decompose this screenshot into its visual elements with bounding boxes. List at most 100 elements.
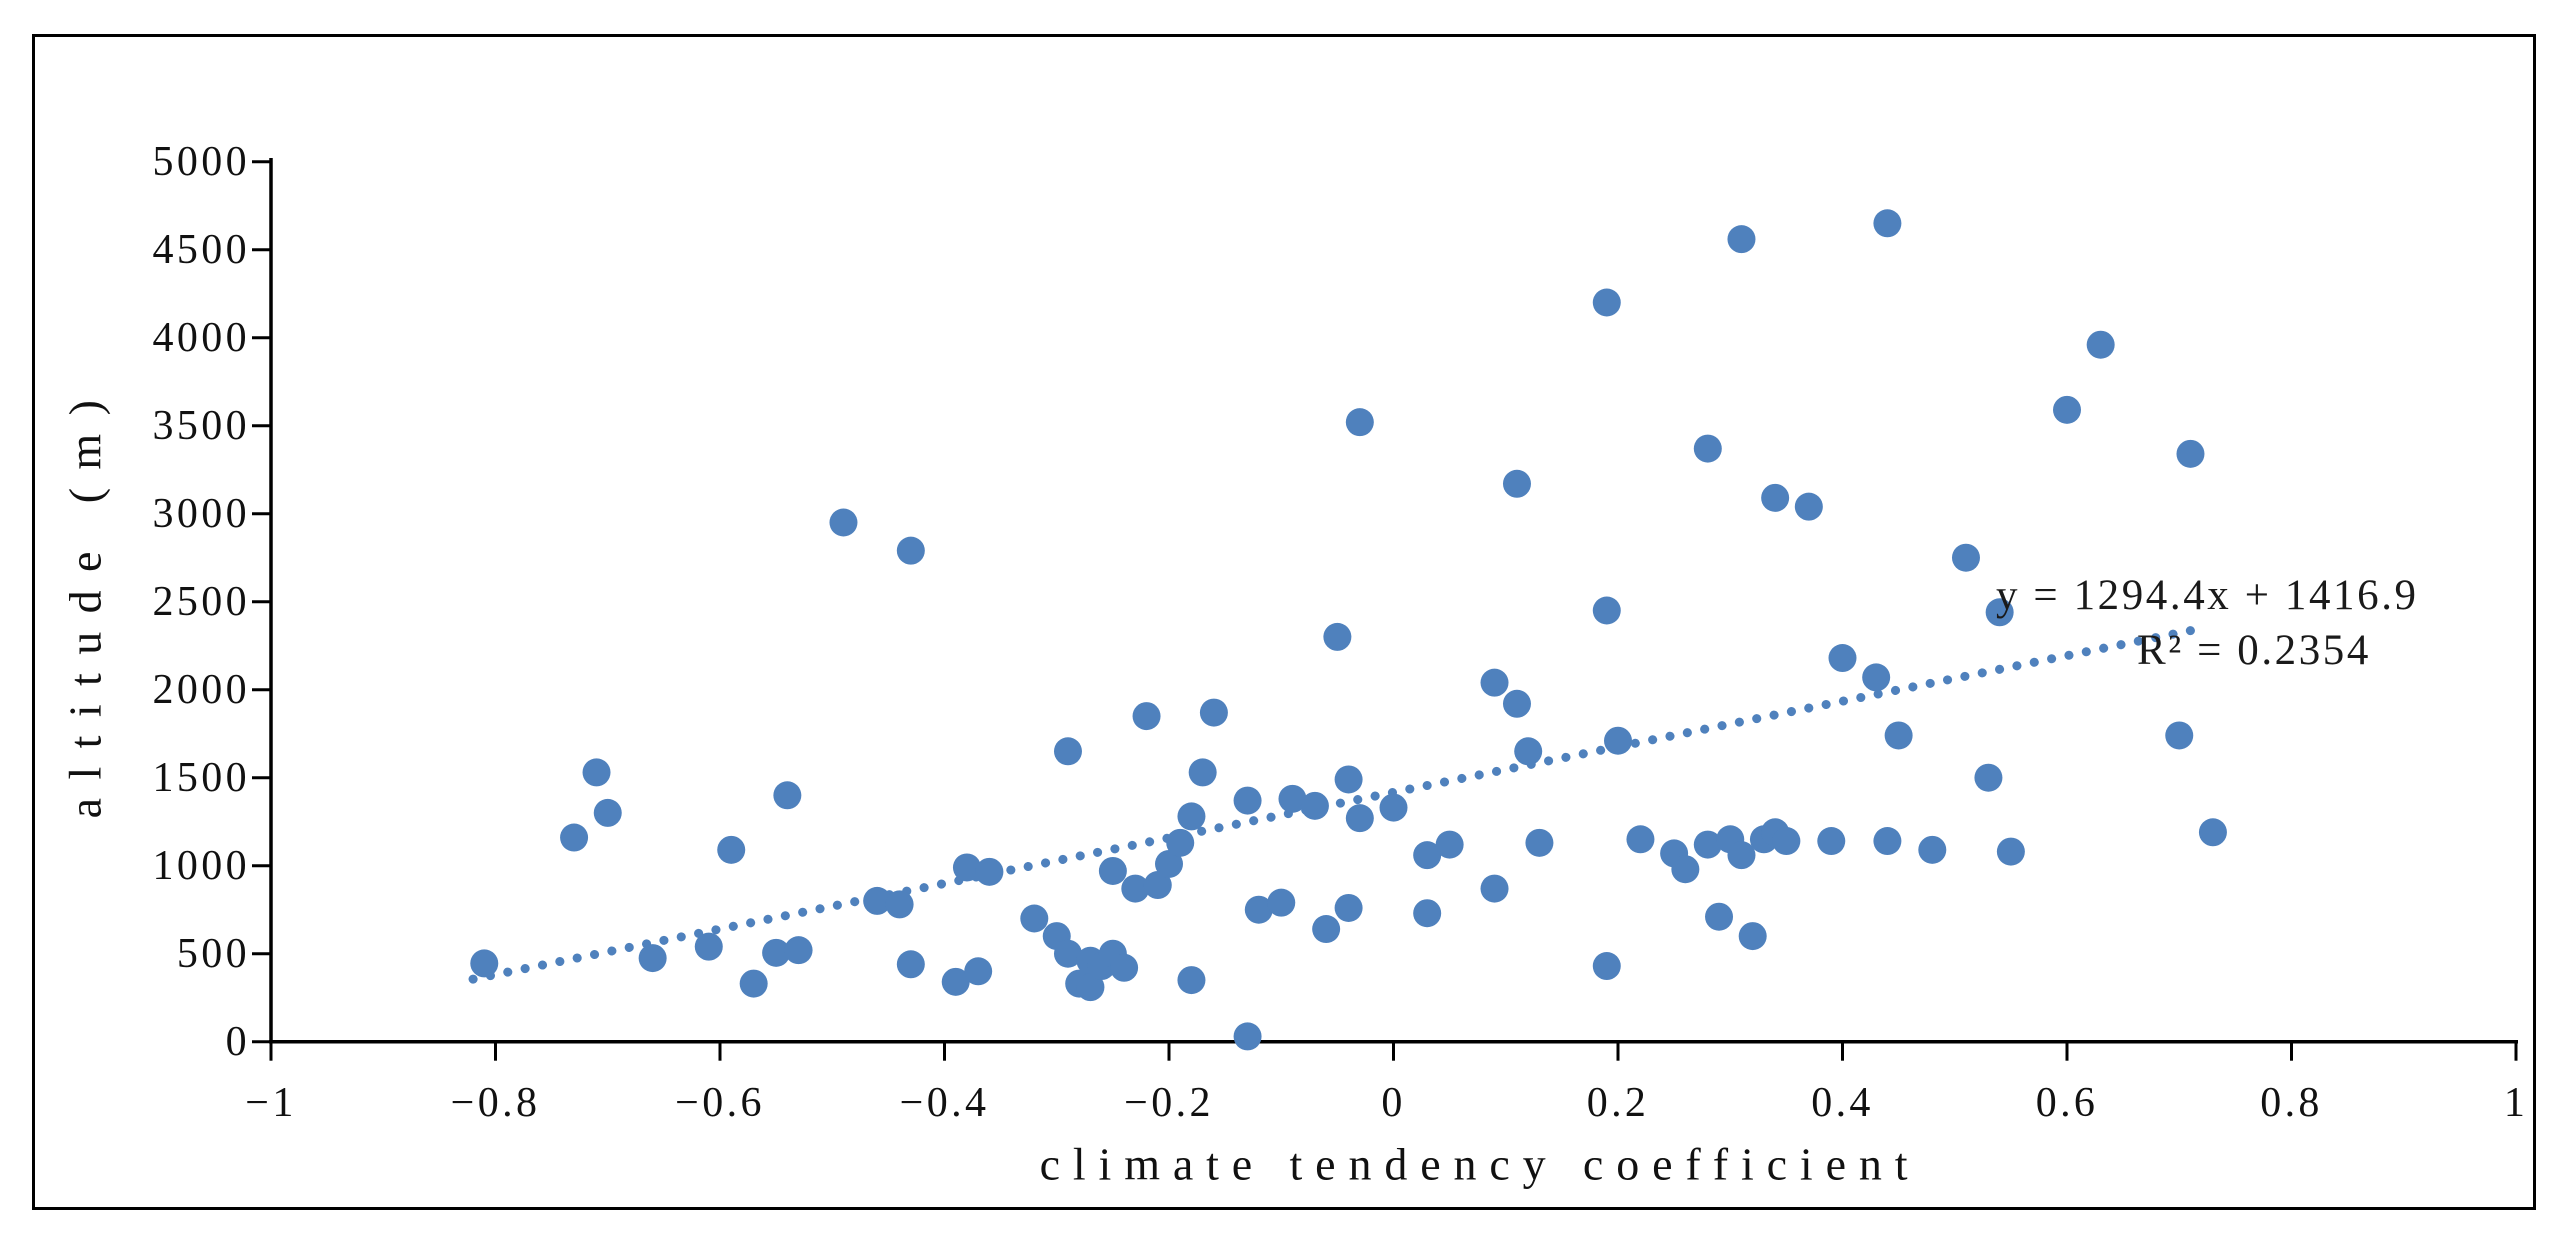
data-point xyxy=(773,781,802,810)
data-point xyxy=(1817,827,1846,856)
data-point xyxy=(1727,841,1756,870)
data-point xyxy=(1592,288,1621,317)
x-tick-label: −0.8 xyxy=(450,1080,541,1126)
data-point xyxy=(1693,434,1722,463)
data-point xyxy=(2165,721,2194,750)
data-point xyxy=(1671,855,1700,884)
data-point xyxy=(1188,758,1217,787)
y-tick-label: 2500 xyxy=(152,578,250,625)
y-tick-label: 1500 xyxy=(152,754,250,801)
x-tick-label: 0.2 xyxy=(1586,1080,1650,1126)
x-axis-title: climate tendency coefficient xyxy=(1039,1138,1921,1190)
x-tick-label: 1 xyxy=(2503,1080,2529,1126)
data-point xyxy=(863,886,892,915)
data-point xyxy=(1985,598,2014,627)
y-tick-label: 5000 xyxy=(152,138,250,185)
data-point xyxy=(1974,763,2003,792)
data-point xyxy=(1884,721,1913,750)
data-point xyxy=(1514,737,1543,766)
data-point xyxy=(1323,622,1352,651)
y-tick-label: 3000 xyxy=(152,490,250,537)
y-tick-label: 2000 xyxy=(152,666,250,713)
data-point xyxy=(1873,209,1902,238)
y-tick-label: 3500 xyxy=(152,402,250,449)
y-tick-label: 4500 xyxy=(152,226,250,273)
data-point xyxy=(885,890,914,919)
x-tick-label: −0.2 xyxy=(1124,1080,1214,1126)
data-point xyxy=(1480,874,1509,903)
data-point xyxy=(1233,786,1262,815)
data-point xyxy=(1177,802,1206,831)
data-point xyxy=(1951,543,1980,572)
trendline-equation: y = 1294.4x + 1416.9 xyxy=(1996,572,2419,619)
data-point xyxy=(1334,893,1363,922)
data-point xyxy=(1143,871,1172,900)
data-point xyxy=(1772,827,1801,856)
data-point xyxy=(1435,830,1464,859)
data-point xyxy=(1334,765,1363,794)
x-tick-label: −0.4 xyxy=(899,1080,990,1126)
data-point xyxy=(1345,804,1374,833)
data-point xyxy=(1828,644,1857,673)
data-point xyxy=(1873,827,1902,856)
data-point xyxy=(1738,922,1767,951)
data-point xyxy=(638,944,667,973)
data-point xyxy=(1155,849,1183,878)
data-point xyxy=(1413,841,1442,870)
data-point xyxy=(1592,952,1621,981)
data-point xyxy=(1502,689,1531,718)
data-point xyxy=(593,798,622,827)
data-point xyxy=(1705,902,1734,931)
data-point xyxy=(2198,818,2227,847)
data-point xyxy=(560,823,589,852)
trendline-annotation: y = 1294.4x + 1416.9 R² = 0.2354 xyxy=(1996,568,2512,678)
data-point xyxy=(694,932,723,961)
data-point xyxy=(1413,899,1442,928)
data-point xyxy=(975,857,1004,886)
data-point xyxy=(1918,835,1947,864)
data-point xyxy=(1020,904,1049,933)
data-point xyxy=(1132,702,1161,731)
data-point xyxy=(739,969,768,998)
x-tick-label: −0.6 xyxy=(675,1080,765,1126)
data-point xyxy=(1166,828,1195,857)
data-point xyxy=(964,957,993,986)
x-tick-label: −1 xyxy=(245,1080,297,1126)
data-point xyxy=(896,536,925,565)
data-point xyxy=(1098,856,1127,885)
data-point xyxy=(1345,408,1374,437)
x-tick-label: 0 xyxy=(1381,1080,1406,1126)
data-point xyxy=(1727,225,1756,254)
r-squared-value: R² = 0.2354 xyxy=(2137,627,2371,675)
data-point xyxy=(1233,1022,1262,1051)
data-point xyxy=(1604,726,1632,755)
data-point xyxy=(1053,939,1082,968)
data-point xyxy=(1076,973,1105,1002)
data-point xyxy=(1480,668,1509,697)
data-point xyxy=(1693,830,1722,859)
data-point xyxy=(1121,874,1150,903)
data-point xyxy=(762,938,791,967)
data-point xyxy=(1267,888,1296,917)
data-point xyxy=(1592,596,1621,625)
data-point xyxy=(1053,737,1082,766)
data-point xyxy=(1862,663,1891,692)
data-point xyxy=(952,853,981,882)
data-point xyxy=(941,967,970,996)
data-point xyxy=(1502,469,1531,498)
y-tick-label: 500 xyxy=(176,930,250,977)
x-tick-label: 0.6 xyxy=(2035,1080,2099,1126)
data-point xyxy=(1761,483,1790,512)
data-point xyxy=(1177,966,1206,995)
data-point xyxy=(1199,698,1228,727)
data-point xyxy=(1794,492,1823,521)
data-point xyxy=(1996,837,2025,866)
data-point xyxy=(1525,828,1554,857)
data-point xyxy=(582,758,611,787)
y-axis-title: altitude (m) xyxy=(59,381,111,819)
x-tick-label: 0.8 xyxy=(2260,1080,2323,1126)
y-tick-label: 4000 xyxy=(152,314,250,361)
data-point xyxy=(1300,791,1329,820)
